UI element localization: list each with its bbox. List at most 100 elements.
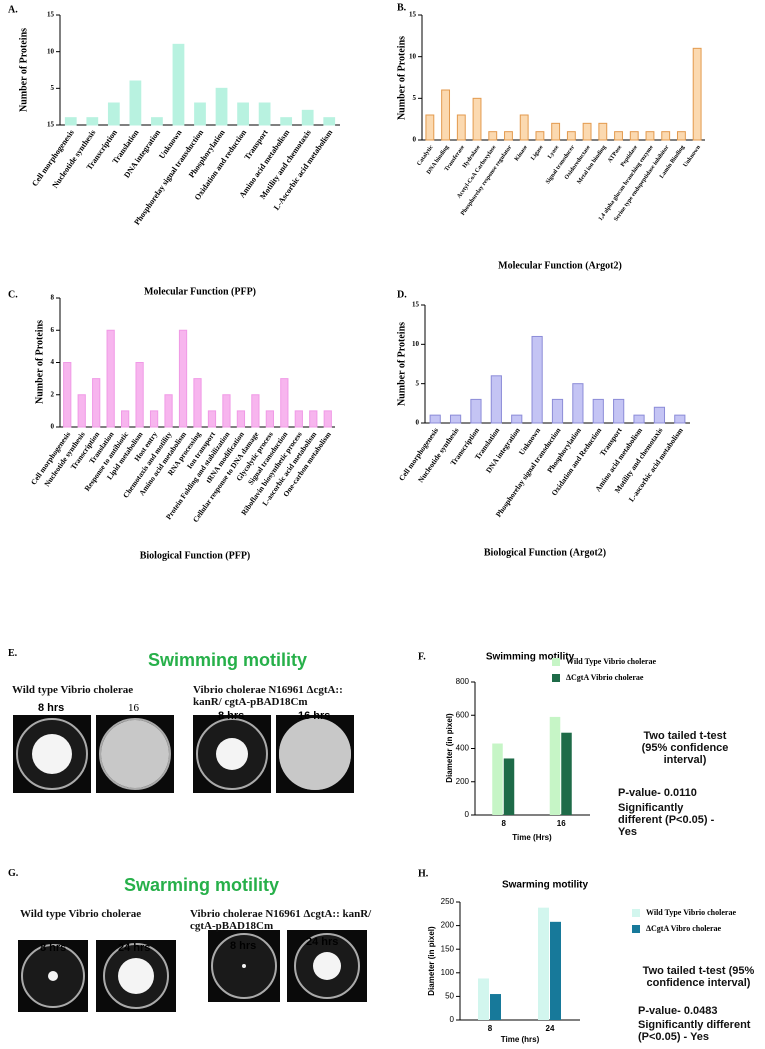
y-tick-label: 5 [413, 94, 417, 102]
strain-label: Wild type Vibrio cholerae [20, 908, 142, 920]
bar [674, 414, 686, 424]
bar [633, 414, 645, 424]
bar [178, 329, 188, 428]
figure-title: Swimming motility [148, 650, 308, 670]
bar [456, 114, 466, 141]
x-tick-label: ATPase [607, 144, 623, 164]
legend-label: ΔCgtA Vibrio cholerae [566, 673, 644, 682]
x-axis-label: Biological Function (Argot2) [484, 547, 606, 558]
bar [490, 994, 501, 1020]
bar [164, 394, 173, 428]
x-axis-label: Biological Function (PFP) [140, 550, 251, 561]
bar [258, 102, 271, 126]
panel-label: F. [418, 651, 426, 662]
y-tick-label: 6 [51, 326, 55, 334]
bar [472, 97, 482, 141]
bar [309, 410, 318, 428]
y-tick-label: 800 [456, 677, 470, 686]
bar [449, 414, 462, 424]
colony [118, 958, 154, 994]
strain-label: Wild type Vibrio cholerae [12, 684, 134, 696]
bar [629, 131, 639, 141]
bar [488, 131, 498, 141]
strain-label: Vibrio cholerae N16961 ΔcgtA:: kanR/ cgt… [193, 684, 343, 708]
y-tick-label: 200 [456, 777, 470, 786]
bar [551, 398, 564, 424]
bar [653, 406, 666, 424]
bar [236, 410, 246, 428]
x-axis-label: Time (hrs) [501, 1035, 540, 1044]
y-axis-label: Number of Proteins [396, 322, 407, 406]
x-tick-label: 8 [502, 819, 507, 828]
y-tick-label: 600 [456, 710, 470, 719]
bar [535, 131, 545, 141]
bar [561, 732, 572, 815]
bar [280, 117, 293, 126]
bar [222, 394, 231, 428]
y-tick-label: 5 [416, 379, 420, 387]
x-tick-label: Lyase [547, 144, 561, 160]
panel-label: C. [8, 289, 18, 300]
time-label: 24 hrs [306, 936, 339, 948]
y-tick-label: 10 [412, 340, 420, 348]
x-tick-label: 24 [546, 1024, 555, 1033]
time-label: 24 hrs [118, 942, 151, 954]
bar [294, 410, 303, 428]
bar [425, 114, 435, 141]
bar [592, 398, 604, 424]
bar [63, 362, 72, 428]
bar [64, 117, 77, 126]
bar [566, 131, 576, 141]
bar [135, 362, 144, 428]
legend-swatch [632, 909, 640, 917]
y-axis-label: Number of Proteins [396, 36, 407, 120]
bar [551, 122, 561, 141]
y-axis-label: Number of Proteins [18, 28, 29, 112]
y-tick-label: 15 [412, 301, 420, 309]
y-tick-label: 10 [47, 47, 55, 55]
bar [429, 414, 441, 424]
panel-label: H. [418, 868, 429, 879]
bar [492, 743, 503, 815]
bar [77, 394, 86, 428]
bar [207, 410, 217, 428]
bar [86, 117, 99, 126]
bar [92, 378, 101, 428]
bar [550, 921, 561, 1020]
time-label: 8 hrs [230, 940, 257, 952]
y-tick-label: 0 [450, 1015, 455, 1024]
y-tick-label: 0 [465, 810, 470, 819]
y-tick-label: 4 [51, 358, 55, 366]
y-tick-label: 15 [409, 11, 417, 19]
colony [279, 718, 351, 790]
bar [504, 131, 513, 141]
bar [614, 131, 623, 141]
y-axis-label: Number of Proteins [34, 320, 45, 404]
y-tick-label: 15 [47, 121, 55, 129]
x-axis-label: Molecular Function (PFP) [144, 286, 256, 297]
p-value: P-value- 0.0110 [618, 787, 697, 799]
legend-label: ΔCgtA Vibro cholerae [646, 924, 722, 933]
bar [478, 978, 489, 1020]
bar [323, 410, 332, 428]
bar [549, 716, 561, 815]
y-tick-label: 10 [409, 52, 417, 60]
legend-swatch [552, 674, 560, 682]
chart-title: Swimming motility [486, 652, 575, 663]
colony [32, 734, 72, 774]
bar [538, 907, 549, 1020]
time-label: 16 hrs [298, 710, 331, 722]
x-axis-label: Time (Hrs) [512, 833, 552, 842]
bar [215, 87, 228, 126]
bar [692, 47, 702, 141]
bar [194, 102, 206, 126]
time-label: 8 hrs [38, 702, 65, 714]
legend-label: Wild Type Vibrio cholerae [646, 908, 736, 917]
bar [265, 410, 274, 428]
bar [598, 122, 608, 141]
panel-label: E. [8, 648, 18, 659]
colony [242, 964, 246, 968]
bar [323, 117, 336, 126]
bar [511, 414, 523, 424]
